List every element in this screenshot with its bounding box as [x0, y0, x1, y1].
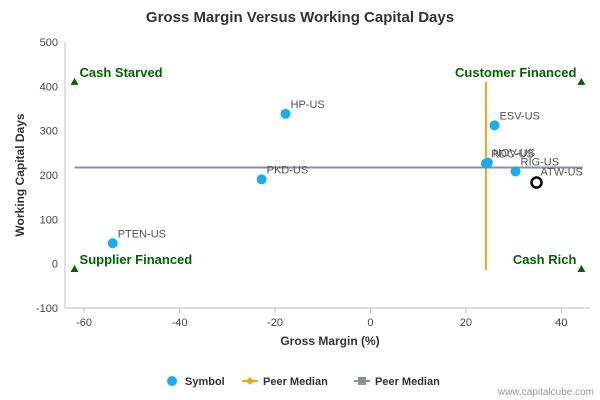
highlight-point-label: ATW-US	[541, 167, 583, 179]
legend-symbol-marker	[167, 376, 177, 386]
y-tick-label: 500	[40, 37, 58, 49]
data-point-label: PTEN-US	[118, 228, 166, 240]
y-ticks: -100 0 100 200 300 400 500	[36, 37, 58, 315]
x-axis-title: Gross Margin (%)	[280, 334, 379, 348]
quadrant-labels: Cash Starved Customer Financed Supplier Fi…	[70, 65, 586, 272]
legend-item-label: Peer Median	[375, 376, 440, 388]
y-tick-label: 400	[40, 81, 58, 93]
chart-title: Gross Margin Versus Working Capital Days	[146, 9, 454, 26]
y-tick-label: 100	[40, 214, 58, 226]
data-point-label: NOV-US	[493, 148, 535, 160]
y-tick-label: 200	[40, 170, 58, 182]
legend-median-y-marker	[358, 377, 366, 385]
y-tick-label: 300	[40, 126, 58, 138]
x-tick-label: -40	[172, 317, 188, 329]
data-point-label: RDC-US	[491, 148, 534, 160]
data-points: HP-US PTEN-US PKD-US ESV-US RDC-USNOV-USRIG-…	[107, 99, 583, 249]
y-tick-label: 0	[52, 259, 58, 271]
y-tick-label: -100	[36, 303, 58, 315]
highlight-point	[530, 176, 543, 189]
x-tick-label: -60	[76, 317, 92, 329]
data-point	[107, 238, 118, 249]
legend: Symbol Peer Median Peer Median	[167, 376, 440, 388]
quadrant-marker-top-left	[70, 77, 79, 85]
quadrant-label-top-left: Cash Starved	[80, 65, 163, 80]
data-point	[482, 157, 493, 168]
credit-text: www.capitalcube.com	[497, 387, 594, 398]
legend-item-label: Symbol	[185, 376, 225, 388]
quadrant-label-top-right: Customer Financed	[455, 65, 576, 80]
data-point	[280, 108, 291, 119]
x-tick-label: 20	[460, 317, 472, 329]
legend-item-label: Peer Median	[263, 376, 328, 388]
data-point-label: HP-US	[291, 99, 325, 111]
quadrant-label-bottom-right: Cash Rich	[513, 252, 577, 267]
y-axis-title: Working Capital Days	[13, 113, 27, 236]
x-tick-label: 40	[555, 317, 567, 329]
quadrant-label-bottom-left: Supplier Financed	[80, 252, 193, 267]
quadrant-marker-top-right	[577, 77, 586, 85]
x-tick-label: 0	[367, 317, 373, 329]
x-tick-label: -20	[267, 317, 283, 329]
peer-median-lines	[74, 81, 583, 270]
data-point-label: PKD-US	[267, 164, 309, 176]
data-point	[510, 166, 521, 177]
data-point	[256, 174, 267, 185]
data-point	[489, 120, 500, 131]
legend-median-x-marker	[246, 377, 254, 385]
quadrant-marker-bottom-left	[70, 264, 79, 272]
data-point-label: ESV-US	[500, 110, 540, 122]
data-point-label: RIG-US	[521, 156, 560, 168]
x-ticks: -60 -40 -20 0 20 40	[76, 308, 567, 329]
quadrant-marker-bottom-right	[577, 264, 586, 272]
